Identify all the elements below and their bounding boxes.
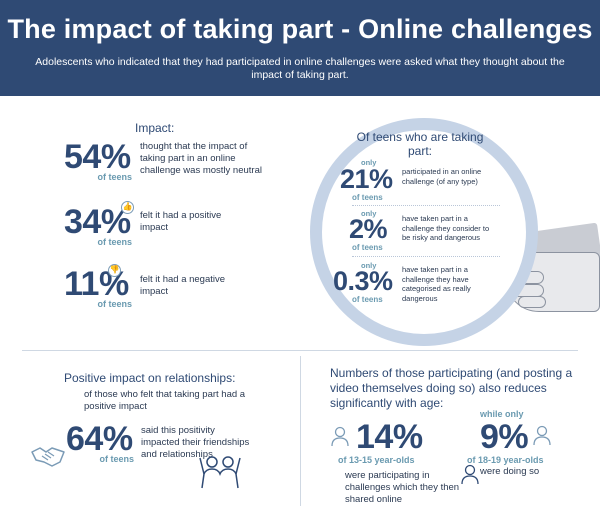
stat-positive-unit: of teens [97,237,132,247]
age-young-value: 14% [356,418,423,456]
stat-positive-value: 34% [64,203,131,241]
relationships-heading: Positive impact on relationships: [64,371,236,385]
young-adult-person-icon [533,425,551,446]
age-old-unit: of 18-19 year-olds [467,455,544,465]
lens-value-3: 0.3% [333,266,393,296]
age-old-lead: while only [480,409,524,419]
thumbs-down-icon: 👎 [108,264,121,277]
section-divider [22,350,578,351]
lens-value-1: 21% [340,164,393,194]
age-old-text: were doing so [480,466,540,477]
age-heading: Numbers of those participating (and post… [330,366,573,410]
lens-divider-2 [352,256,500,257]
lens-unit-3: of teens [352,295,383,304]
lens-text-3: have taken part in a challenge they have… [402,265,471,303]
relationships-value: 64% [66,420,133,458]
lens-only-1: only [361,158,377,167]
age-young-text: were participating in challenges which t… [345,470,460,505]
stat-neutral-text: thought that the impact of taking part i… [140,141,262,176]
lens-heading: Of teens who are taking part: [356,130,484,158]
lens-text-1: participated in an online challenge (of … [402,167,482,186]
lens-text-2: have taken part in a challenge they cons… [402,214,490,242]
age-old-value: 9% [480,418,529,456]
impact-heading: Impact: [135,121,175,135]
stat-negative-unit: of teens [97,299,132,309]
relationships-text: said this positivity impacted their frie… [141,425,250,460]
relationships-subtext: of those who felt that taking part had a… [84,389,246,412]
lens-only-3: only [361,261,377,270]
stat-negative-text: felt it had a negative impact [140,274,226,297]
stat-neutral-value: 54% [64,138,131,176]
page-subtitle: Adolescents who indicated that they had … [35,56,565,81]
stat-neutral-unit: of teens [97,172,132,182]
header-banner: The impact of taking part - Online chall… [0,0,600,96]
column-divider [300,356,301,506]
lens-unit-2: of teens [352,243,383,252]
person-icon [461,464,479,485]
relationships-unit: of teens [99,454,134,464]
age-young-unit: of 13-15 year-olds [338,455,415,465]
lens-unit-1: of teens [352,193,383,202]
thumbs-up-icon: 👍 [121,201,134,214]
page-title: The impact of taking part - Online chall… [7,14,593,44]
stat-negative-value: 11% [64,265,129,303]
handshake-icon [31,447,65,467]
friends-icon [199,456,241,489]
stat-positive: 34% of teens [64,205,132,247]
stat-negative: 11% of teens [64,267,132,309]
lens-only-2: only [361,209,377,218]
teen-person-icon [331,426,349,447]
relationships-stat: 64% of teens [66,422,134,464]
lens-divider-1 [352,205,500,206]
stat-positive-text: felt it had a positive impact [140,210,222,233]
stat-neutral: 54% of teens [64,140,132,182]
lens-value-2: 2% [349,214,388,244]
